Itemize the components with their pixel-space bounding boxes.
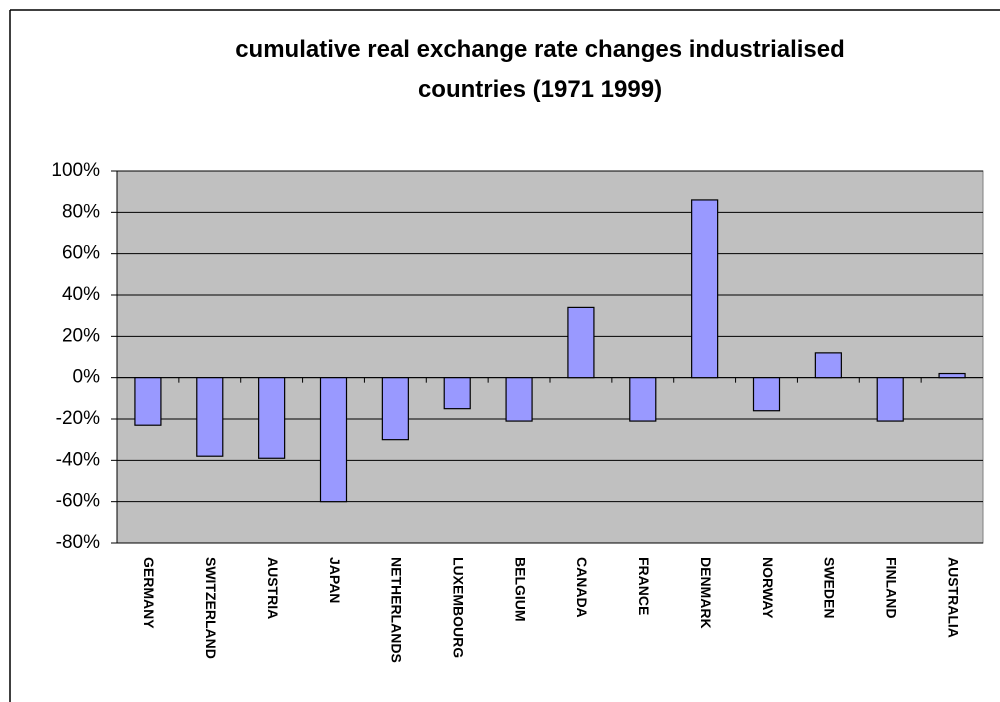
bar: [196, 377, 224, 457]
x-tick-label: JAPAN: [327, 557, 343, 603]
x-tick-label: CANADA: [574, 557, 590, 618]
y-tick-label: 0%: [73, 367, 101, 388]
x-tick-label: AUSTRIA: [265, 557, 281, 619]
bar: [319, 377, 348, 503]
bar: [938, 372, 966, 379]
bar: [258, 377, 286, 459]
bar: [381, 377, 409, 441]
y-tick-label: -20%: [56, 408, 100, 429]
y-tick-label: 40%: [62, 284, 100, 305]
bar: [134, 377, 162, 426]
bar: [691, 199, 719, 379]
y-tick-label: 80%: [62, 201, 100, 222]
y-tick-label: 20%: [62, 325, 100, 346]
y-tick-label: -80%: [56, 532, 100, 553]
bar: [629, 377, 657, 422]
bar: [505, 377, 533, 422]
plot-area: [116, 170, 984, 544]
bar: [752, 377, 781, 412]
x-tick-label: AUSTRALIA: [945, 557, 961, 638]
bar: [876, 377, 904, 422]
x-tick-label: NORWAY: [760, 557, 776, 619]
y-tick-label: 100%: [51, 160, 100, 181]
x-tick-label: SWEDEN: [822, 557, 838, 618]
y-tick-label: -40%: [56, 449, 100, 470]
bar: [567, 306, 595, 379]
x-tick-label: SWITZERLAND: [203, 557, 219, 659]
bar: [814, 352, 842, 379]
x-tick-label: DENMARK: [698, 557, 714, 629]
x-tick-label: BELGIUM: [512, 557, 528, 622]
bar: [443, 377, 471, 410]
x-tick-label: FINLAND: [884, 557, 900, 618]
y-tick-label: -60%: [56, 491, 100, 512]
x-tick-label: NETHERLANDS: [389, 557, 405, 663]
x-tick-label: FRANCE: [636, 557, 652, 615]
y-tick-label: 60%: [62, 243, 100, 264]
x-tick-label: LUXEMBOURG: [451, 557, 467, 658]
chart-title: cumulative real exchange rate changes in…: [235, 36, 845, 103]
x-tick-label: GERMANY: [141, 557, 157, 629]
